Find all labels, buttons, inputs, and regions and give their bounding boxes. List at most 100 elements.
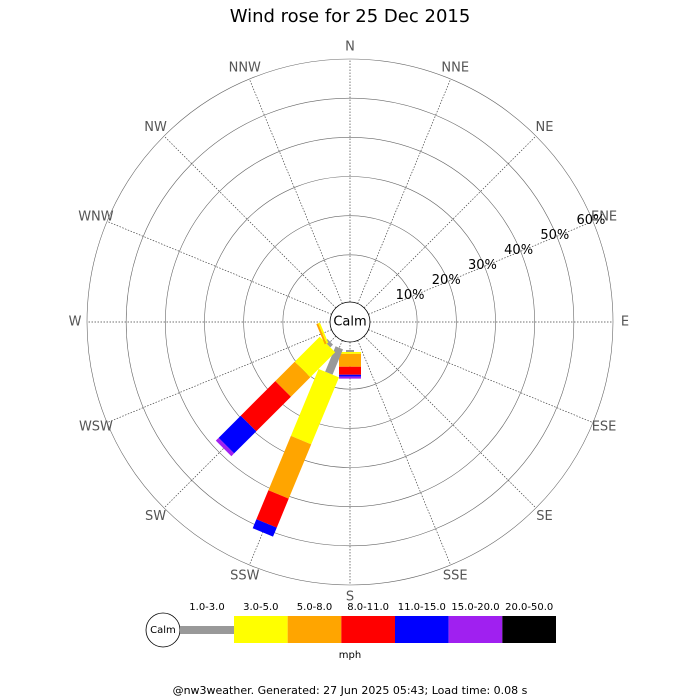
legend-label: 5.0-8.0 bbox=[297, 602, 332, 613]
legend: Calm 1.0-3.0 3.0-5.0 5.0-8.0 8.0-11.0 11.0-15… bbox=[145, 602, 556, 648]
grid-ring bbox=[204, 176, 496, 468]
grid-ring bbox=[125, 97, 575, 547]
bar-segment bbox=[371, 301, 381, 322]
legend-label: 8.0-11.0 bbox=[347, 602, 389, 613]
bar-segment bbox=[357, 346, 365, 350]
bar-segment bbox=[371, 322, 381, 343]
bar-segment bbox=[329, 291, 350, 301]
r-tick-label: 20% bbox=[432, 273, 461, 288]
bar-segment bbox=[329, 291, 350, 301]
direction-label: SW bbox=[145, 509, 166, 524]
direction-label: WSW bbox=[79, 420, 113, 435]
bar-segment bbox=[318, 322, 329, 344]
direction-label: NNE bbox=[441, 60, 469, 75]
bar-segment bbox=[371, 301, 381, 322]
bar-segment bbox=[329, 291, 350, 301]
bar-segment bbox=[294, 336, 336, 378]
spoke bbox=[368, 329, 594, 423]
legend-swatch bbox=[234, 616, 288, 643]
bar-segment bbox=[350, 291, 371, 301]
bar-segment bbox=[374, 307, 378, 315]
legend-swatch bbox=[502, 616, 556, 643]
bar-segment bbox=[215, 437, 235, 457]
spoke bbox=[163, 135, 337, 309]
direction-label: SE bbox=[536, 509, 552, 524]
bar-segment bbox=[339, 366, 361, 375]
legend-swatch bbox=[341, 616, 395, 643]
legend-swatch bbox=[395, 616, 449, 643]
r-tick-label: 40% bbox=[504, 243, 533, 258]
spoke bbox=[357, 340, 451, 566]
calm-label: Calm bbox=[333, 315, 366, 330]
direction-label: ENE bbox=[591, 209, 617, 224]
legend-label: 11.0-15.0 bbox=[398, 602, 446, 613]
bar-segment bbox=[319, 301, 329, 322]
spoke bbox=[363, 335, 537, 509]
legend-label: 15.0-20.0 bbox=[451, 602, 499, 613]
bar-segment bbox=[322, 307, 326, 315]
bar-segment bbox=[350, 291, 371, 301]
legend-label: 1.0-3.0 bbox=[189, 602, 224, 613]
bar-segment bbox=[240, 381, 291, 432]
legend-swatch bbox=[287, 616, 342, 643]
legend-calm-label: Calm bbox=[150, 625, 176, 636]
bar-segment bbox=[319, 301, 329, 322]
bar-segment bbox=[350, 291, 371, 301]
bar-segment bbox=[371, 301, 381, 322]
r-tick-label: 50% bbox=[540, 228, 569, 243]
spoke bbox=[249, 78, 343, 304]
unit-label: mph bbox=[339, 650, 361, 661]
chart-title: Wind rose for 25 Dec 2015 bbox=[230, 6, 471, 27]
bar-segment bbox=[290, 369, 339, 445]
bar-segment bbox=[339, 374, 361, 377]
bar-segment bbox=[329, 291, 350, 301]
bar-segment bbox=[350, 291, 371, 301]
bar-segment bbox=[268, 435, 312, 499]
direction-label: SSW bbox=[230, 569, 260, 584]
bar-segment bbox=[335, 294, 343, 298]
bar-segment bbox=[329, 291, 350, 301]
bar-segment bbox=[371, 322, 381, 343]
calm-circle bbox=[329, 301, 371, 343]
bar-segment bbox=[346, 350, 354, 352]
direction-label: NE bbox=[535, 120, 553, 135]
bar-segment bbox=[339, 353, 361, 367]
bar-segment bbox=[319, 301, 329, 322]
bar-segment bbox=[275, 361, 311, 397]
direction-label: NNW bbox=[229, 60, 261, 75]
spoke bbox=[363, 135, 537, 309]
legend-label: 3.0-5.0 bbox=[243, 602, 278, 613]
bar-segment bbox=[325, 346, 343, 375]
bar-segment bbox=[316, 323, 327, 345]
bar-segment bbox=[371, 322, 381, 343]
grid-ring bbox=[165, 137, 535, 507]
direction-label: ESE bbox=[592, 420, 617, 435]
bar-segment bbox=[371, 322, 381, 343]
bar-segment bbox=[319, 301, 329, 322]
bar-segment bbox=[371, 301, 381, 322]
spoke bbox=[357, 78, 451, 304]
direction-label: W bbox=[69, 315, 82, 330]
direction-label: S bbox=[346, 590, 354, 605]
bar-segment bbox=[327, 299, 333, 305]
bar-segment bbox=[371, 322, 381, 343]
overlay: 10% 20% 30% 40% 50% 60% Calm bbox=[329, 213, 606, 343]
direction-label: SSE bbox=[443, 569, 468, 584]
r-tick-label: 60% bbox=[577, 213, 606, 228]
r-tick-label: 30% bbox=[468, 258, 497, 273]
bar-segment bbox=[252, 519, 277, 537]
grid-ring bbox=[282, 254, 418, 390]
bar-segment bbox=[329, 291, 350, 301]
spoke bbox=[106, 221, 332, 315]
bar-segment bbox=[256, 490, 289, 528]
legend-swatch bbox=[180, 626, 234, 634]
bar-segment bbox=[319, 301, 329, 322]
bar-segment bbox=[350, 291, 371, 301]
legend-swatch bbox=[448, 616, 503, 643]
bar-segment bbox=[339, 352, 361, 354]
bar-segment bbox=[374, 329, 378, 337]
spoke bbox=[106, 329, 332, 423]
bar-segment bbox=[371, 301, 381, 322]
direction-label: N bbox=[345, 40, 355, 55]
